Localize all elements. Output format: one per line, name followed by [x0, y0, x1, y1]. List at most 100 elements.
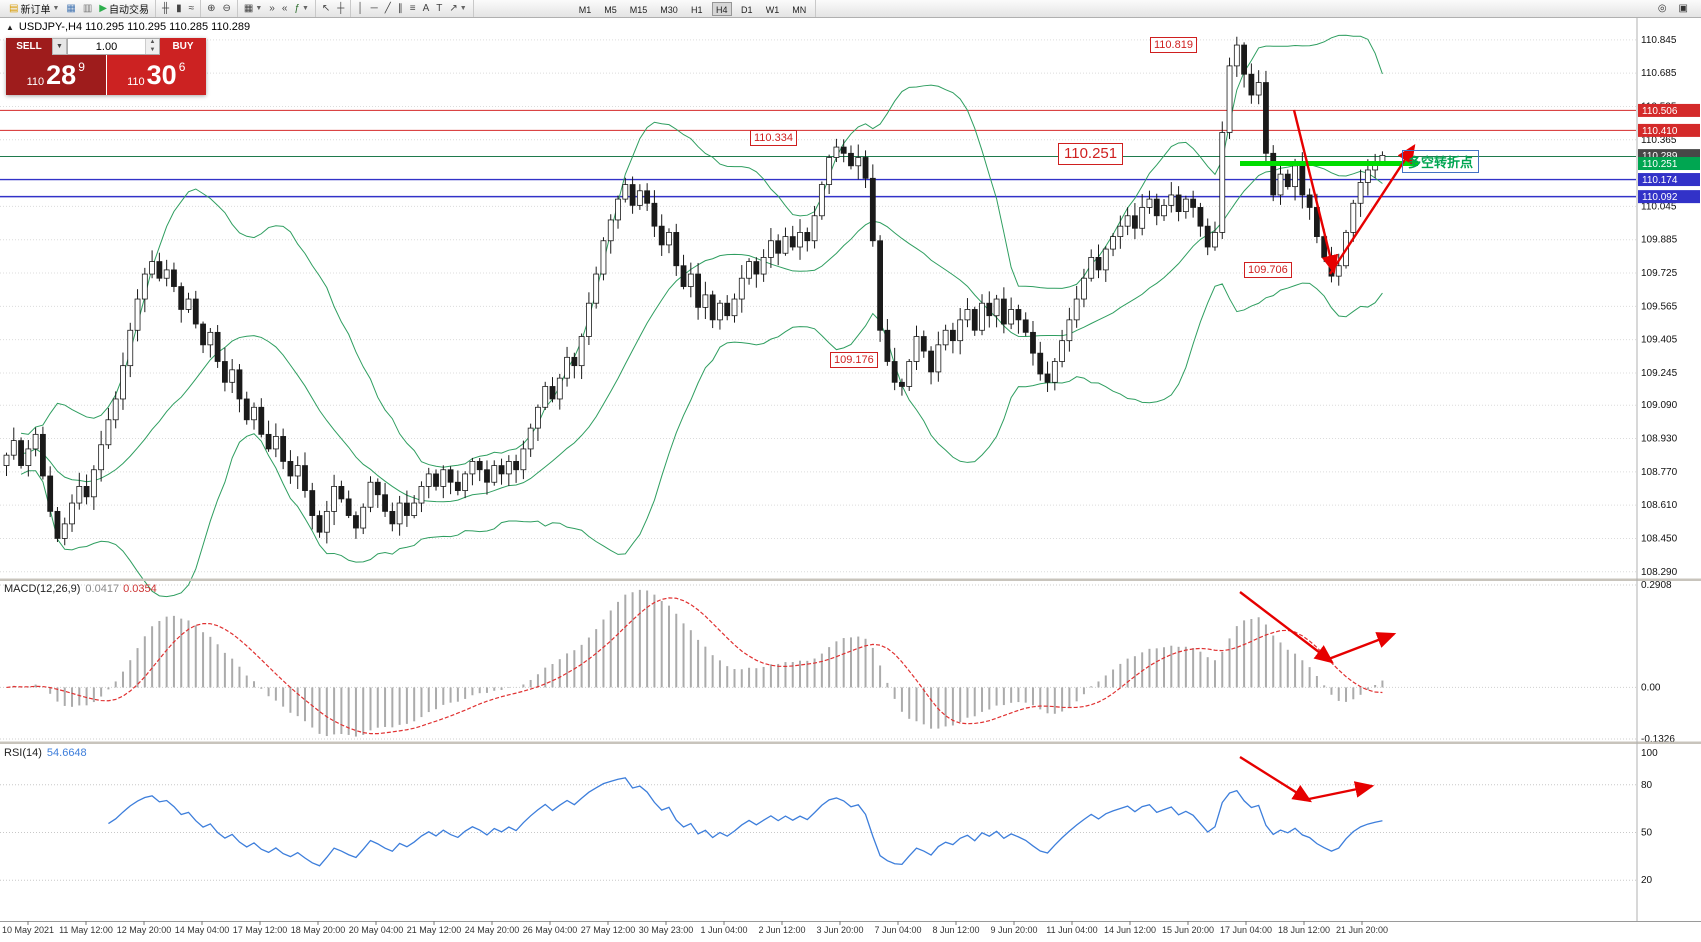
volume-input[interactable]: [68, 39, 145, 54]
symbol-ohlc-text: USDJPY-,H4 110.295 110.295 110.285 110.2…: [18, 21, 251, 33]
timeframe-d1[interactable]: D1: [737, 2, 757, 16]
toolbar-zoom-out-button[interactable]: ⊖: [221, 1, 233, 17]
svg-text:110.685: 110.685: [1641, 68, 1677, 79]
toolbar-chart-window-button[interactable]: ▦: [64, 1, 77, 17]
cursor-icon: ↖: [321, 2, 331, 14]
time-label: 8 Jun 12:00: [932, 925, 980, 935]
svg-text:109.885: 109.885: [1641, 235, 1678, 246]
toolbar-cursor-button[interactable]: ↖: [320, 1, 332, 17]
toolbar-bar-chart-button[interactable]: ╫: [160, 1, 171, 17]
time-label: 17 Jun 04:00: [1219, 925, 1273, 935]
price-annotation-110819[interactable]: 110.819: [1150, 37, 1197, 53]
toolbar-candle-chart-button[interactable]: ▮: [174, 1, 184, 17]
svg-text:108.450: 108.450: [1641, 533, 1678, 544]
svg-text:110.092: 110.092: [1642, 192, 1678, 203]
toolbar-text-button[interactable]: A: [421, 1, 432, 17]
arrows-caret-icon: ▼: [459, 5, 467, 12]
toolbar-channel-button[interactable]: ∥: [396, 1, 405, 17]
tile-windows-caret-icon: ▼: [255, 5, 263, 12]
sell-price-box[interactable]: 110 28 9: [6, 55, 106, 95]
chart-shift-icon: «: [281, 2, 288, 14]
toolbar-auto-scroll-button[interactable]: »: [267, 1, 277, 17]
toolbar-horizontal-line-button[interactable]: ─: [369, 1, 380, 17]
toolbar-auto-trading-button[interactable]: ▶ 自动交易: [97, 1, 151, 17]
volume-down-icon[interactable]: ▼: [146, 46, 159, 54]
collapse-panel-icon[interactable]: ▲: [6, 22, 14, 32]
time-label: 24 May 20:00: [464, 925, 520, 935]
toolbar-indicators-button[interactable]: ƒ ▼: [292, 1, 311, 17]
auto-trading-label: 自动交易: [109, 5, 149, 16]
svg-text:100: 100: [1641, 748, 1658, 759]
toolbar-vertical-line-button[interactable]: │: [355, 1, 365, 17]
bar-chart-icon: ╫: [162, 2, 170, 14]
price-annotation-109176[interactable]: 109.176: [830, 352, 878, 368]
rsi-line: [108, 777, 1383, 867]
time-axis[interactable]: [27, 921, 1363, 925]
price-annotation-110251[interactable]: 110.251: [1058, 143, 1124, 165]
price-annotation-110334[interactable]: 110.334: [750, 130, 797, 146]
toolbar-chart-shift-button[interactable]: «: [280, 1, 290, 17]
volume-field: ▲ ▼: [67, 38, 160, 55]
rsi-trend-arrow: [1303, 781, 1375, 802]
toolbar-layout-button[interactable]: ▣: [1677, 1, 1690, 17]
volume-up-icon[interactable]: ▲: [146, 39, 159, 47]
toolbar-profiles-button[interactable]: ▥: [81, 1, 94, 17]
sell-button[interactable]: SELL: [6, 38, 52, 55]
indicators-icon: ƒ: [294, 2, 300, 14]
toolbar-fibonacci-button[interactable]: ≡: [408, 1, 418, 17]
macd-trend-arrow: [1239, 591, 1334, 664]
toolbar-trendline-button[interactable]: ╱: [383, 1, 393, 17]
toolbar-arrows-button[interactable]: ↗ ▼: [447, 1, 468, 17]
vertical-line-icon: │: [357, 2, 364, 14]
time-label: 1 Jun 04:00: [700, 925, 748, 935]
toolbar-tile-windows-button[interactable]: ▦ ▼: [242, 1, 264, 17]
toolbar-line-chart-button[interactable]: ≈: [187, 1, 197, 17]
tile-windows-icon: ▦: [243, 2, 254, 14]
order-type-dropdown[interactable]: ▼: [52, 38, 67, 55]
svg-text:0.2908: 0.2908: [1641, 580, 1672, 591]
svg-text:110.289: 110.289: [1642, 151, 1678, 162]
timeframe-m5[interactable]: M5: [600, 2, 621, 16]
crosshair-icon: ┼: [337, 2, 345, 14]
toolbar-right-icons: ◎ ▣: [1656, 1, 1698, 17]
zoom-in-icon: ⊕: [207, 2, 216, 14]
buy-price-box[interactable]: 110 30 6: [106, 55, 206, 95]
price-axis[interactable]: 110.845110.685110.525110.365110.045109.8…: [1638, 35, 1700, 578]
volume-stepper[interactable]: ▲ ▼: [145, 39, 159, 54]
timeframe-m15[interactable]: M15: [626, 2, 652, 16]
timeframe-h4[interactable]: H4: [711, 1, 732, 16]
toolbar-search-button[interactable]: ◎: [1656, 1, 1669, 17]
svg-text:110.174: 110.174: [1642, 175, 1678, 186]
timeframe-w1[interactable]: W1: [762, 2, 784, 16]
toolbar-crosshair-button[interactable]: ┼: [335, 1, 346, 17]
timeframe-mn[interactable]: MN: [788, 2, 810, 16]
time-label: 2 Jun 12:00: [758, 925, 806, 935]
auto-scroll-icon: »: [269, 2, 275, 14]
svg-text:110.506: 110.506: [1642, 106, 1678, 117]
svg-text:110.410: 110.410: [1642, 126, 1678, 137]
timeframe-m1[interactable]: M1: [575, 2, 596, 16]
timeframe-h1[interactable]: H1: [687, 2, 707, 16]
time-label: 18 May 20:00: [290, 925, 346, 935]
turning-point-annotation[interactable]: 多空转折点: [1402, 150, 1480, 173]
sell-price-pips: 28: [46, 60, 77, 90]
macd-signal: [6, 597, 1383, 735]
text-icon: A: [422, 2, 430, 14]
svg-text:109.565: 109.565: [1641, 301, 1678, 312]
toolbar-new-order-button[interactable]: ▤ 新订单 ▼: [7, 1, 61, 17]
time-label: 11 May 12:00: [59, 925, 113, 935]
price-annotation-109706[interactable]: 109.706: [1244, 262, 1292, 278]
time-label: 14 Jun 12:00: [1103, 925, 1157, 935]
toolbar-group-draw: │ ─ ╱ ∥ ≡ A T ↗ ▼: [351, 0, 474, 17]
toolbar-zoom-in-button[interactable]: ⊕: [205, 1, 217, 17]
arrows-icon: ↗: [449, 2, 458, 14]
fibonacci-icon: ≡: [409, 2, 416, 14]
toolbar-text-label-button[interactable]: T: [434, 1, 444, 17]
panel-frames: [0, 18, 1701, 922]
timeframe-m30[interactable]: M30: [656, 2, 682, 16]
buy-button[interactable]: BUY: [160, 38, 206, 55]
sell-price-figure: 110: [26, 76, 45, 88]
